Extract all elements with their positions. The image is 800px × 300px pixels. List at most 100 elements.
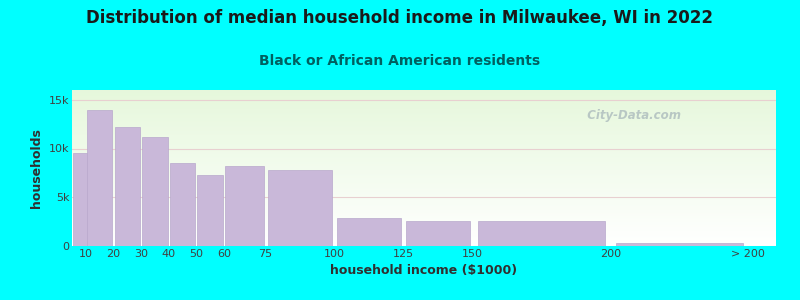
Bar [72, 177, 776, 178]
Bar [72, 218, 776, 219]
Bar [72, 174, 776, 175]
Bar [72, 125, 776, 126]
Bar [72, 99, 776, 101]
Bar [72, 220, 776, 221]
Bar [72, 119, 776, 120]
Bar [72, 146, 776, 147]
Bar [72, 154, 776, 155]
Bar [72, 116, 776, 117]
Bar [87, 110, 112, 246]
Bar [72, 195, 776, 196]
Bar [268, 170, 331, 246]
Bar [72, 176, 776, 177]
Bar [72, 240, 776, 241]
Bar [72, 143, 776, 144]
Bar [72, 172, 776, 173]
Bar [72, 197, 776, 198]
Bar [72, 128, 776, 130]
Bar [73, 153, 98, 246]
Bar [72, 94, 776, 95]
Bar [72, 109, 776, 110]
Bar [72, 243, 776, 244]
Bar [72, 242, 776, 243]
Bar [72, 159, 776, 160]
Bar [72, 122, 776, 123]
Bar [72, 230, 776, 231]
Bar [72, 216, 776, 217]
Bar [72, 157, 776, 158]
Bar [72, 181, 776, 182]
Bar [72, 199, 776, 200]
Bar [72, 238, 776, 239]
Text: Distribution of median household income in Milwaukee, WI in 2022: Distribution of median household income … [86, 9, 714, 27]
Bar [72, 179, 776, 181]
Bar [72, 111, 776, 112]
Bar [72, 212, 776, 213]
Y-axis label: households: households [30, 128, 43, 208]
Bar [72, 136, 776, 137]
Bar [72, 206, 776, 208]
Bar [72, 140, 776, 141]
Bar [72, 110, 776, 111]
Bar [72, 208, 776, 210]
Bar [72, 188, 776, 189]
Bar [170, 163, 195, 246]
Bar [406, 221, 470, 246]
Bar [72, 203, 776, 204]
Bar [72, 191, 776, 192]
Bar [72, 168, 776, 169]
Bar [72, 235, 776, 236]
Bar [72, 196, 776, 197]
Bar [72, 169, 776, 170]
Bar [72, 98, 776, 99]
Bar [478, 221, 605, 246]
Bar [72, 189, 776, 190]
Bar [72, 187, 776, 188]
Bar [72, 204, 776, 206]
Bar [72, 93, 776, 94]
Bar [72, 138, 776, 139]
Bar [72, 95, 776, 96]
Bar [142, 137, 167, 246]
Bar [72, 96, 776, 97]
Bar [72, 213, 776, 214]
Bar [72, 210, 776, 211]
Bar [72, 114, 776, 115]
Bar [72, 144, 776, 145]
Bar [72, 228, 776, 230]
Bar [72, 147, 776, 148]
Bar [72, 236, 776, 237]
Bar [72, 194, 776, 195]
Bar [72, 241, 776, 242]
Bar [72, 153, 776, 154]
Bar [72, 113, 776, 114]
Bar [72, 101, 776, 103]
Bar [72, 115, 776, 116]
Bar [72, 226, 776, 227]
Bar [72, 155, 776, 157]
Bar [72, 133, 776, 134]
Bar [72, 171, 776, 172]
Bar [72, 117, 776, 118]
Bar [72, 193, 776, 194]
Bar [72, 92, 776, 93]
Bar [72, 150, 776, 152]
Bar [72, 202, 776, 203]
Bar [72, 231, 776, 232]
Bar [72, 166, 776, 167]
Bar [72, 186, 776, 187]
Bar [72, 233, 776, 235]
Bar [72, 97, 776, 98]
Bar [616, 243, 743, 246]
Bar [72, 126, 776, 128]
Text: Black or African American residents: Black or African American residents [259, 54, 541, 68]
Bar [72, 215, 776, 216]
Bar [72, 142, 776, 143]
Bar [72, 227, 776, 228]
Bar [72, 121, 776, 122]
Bar [72, 201, 776, 202]
Bar [72, 224, 776, 225]
Bar [72, 192, 776, 193]
Bar [72, 164, 776, 165]
Bar [72, 225, 776, 226]
